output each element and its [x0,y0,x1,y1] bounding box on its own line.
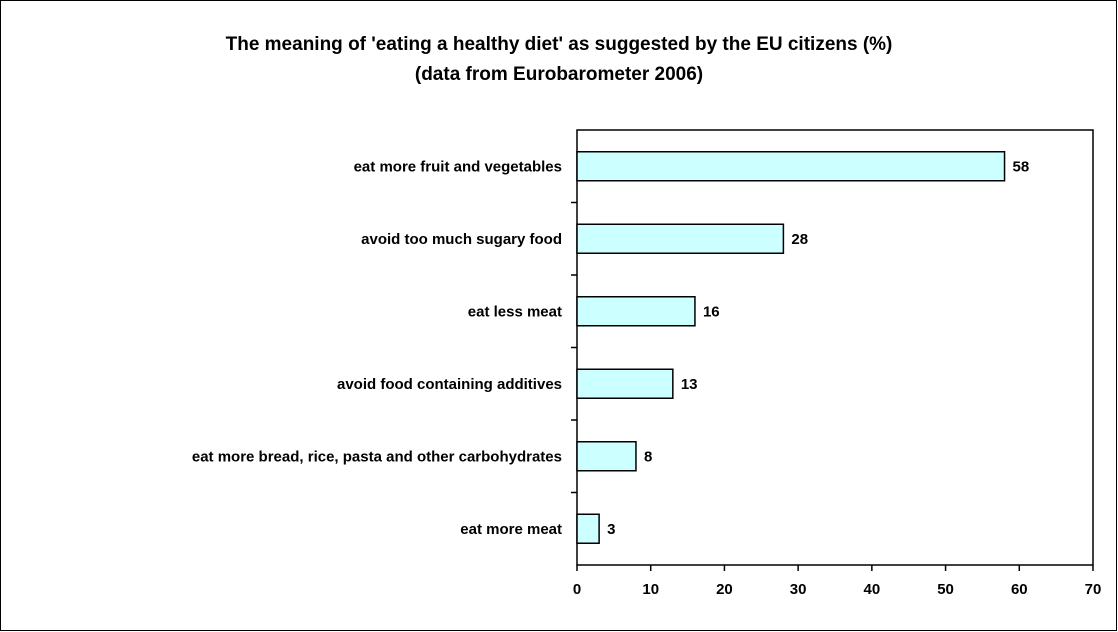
bar [576,296,696,327]
category-label: eat more meat [460,521,562,538]
category-label: eat more bread, rice, pasta and other ca… [192,448,562,465]
x-tick-label: 30 [790,581,807,598]
data-label: 16 [703,303,720,320]
category-label: eat more fruit and vegetables [354,158,562,175]
x-tick-label: 0 [573,581,581,598]
bar [576,223,785,254]
x-tick-label: 50 [937,581,954,598]
bar [576,151,1006,182]
data-label: 3 [607,521,615,538]
chart-title: The meaning of 'eating a healthy diet' a… [225,34,893,55]
data-label: 13 [681,376,698,393]
plot-area [576,129,1094,566]
bar [576,441,637,472]
data-label: 58 [1013,158,1030,175]
chart-subtitle: (data from Eurobarometer 2006) [414,64,704,85]
x-tick-label: 70 [1085,581,1102,598]
category-label: avoid food containing additives [337,376,562,393]
category-label: eat less meat [468,303,562,320]
data-label: 28 [791,231,808,248]
x-tick-label: 40 [864,581,881,598]
x-tick-label: 10 [642,581,659,598]
x-tick-label: 20 [716,581,733,598]
bar [576,513,600,544]
x-tick-label: 60 [1011,581,1028,598]
category-label: avoid too much sugary food [361,231,562,248]
bar [576,368,674,399]
data-label: 8 [644,448,652,465]
